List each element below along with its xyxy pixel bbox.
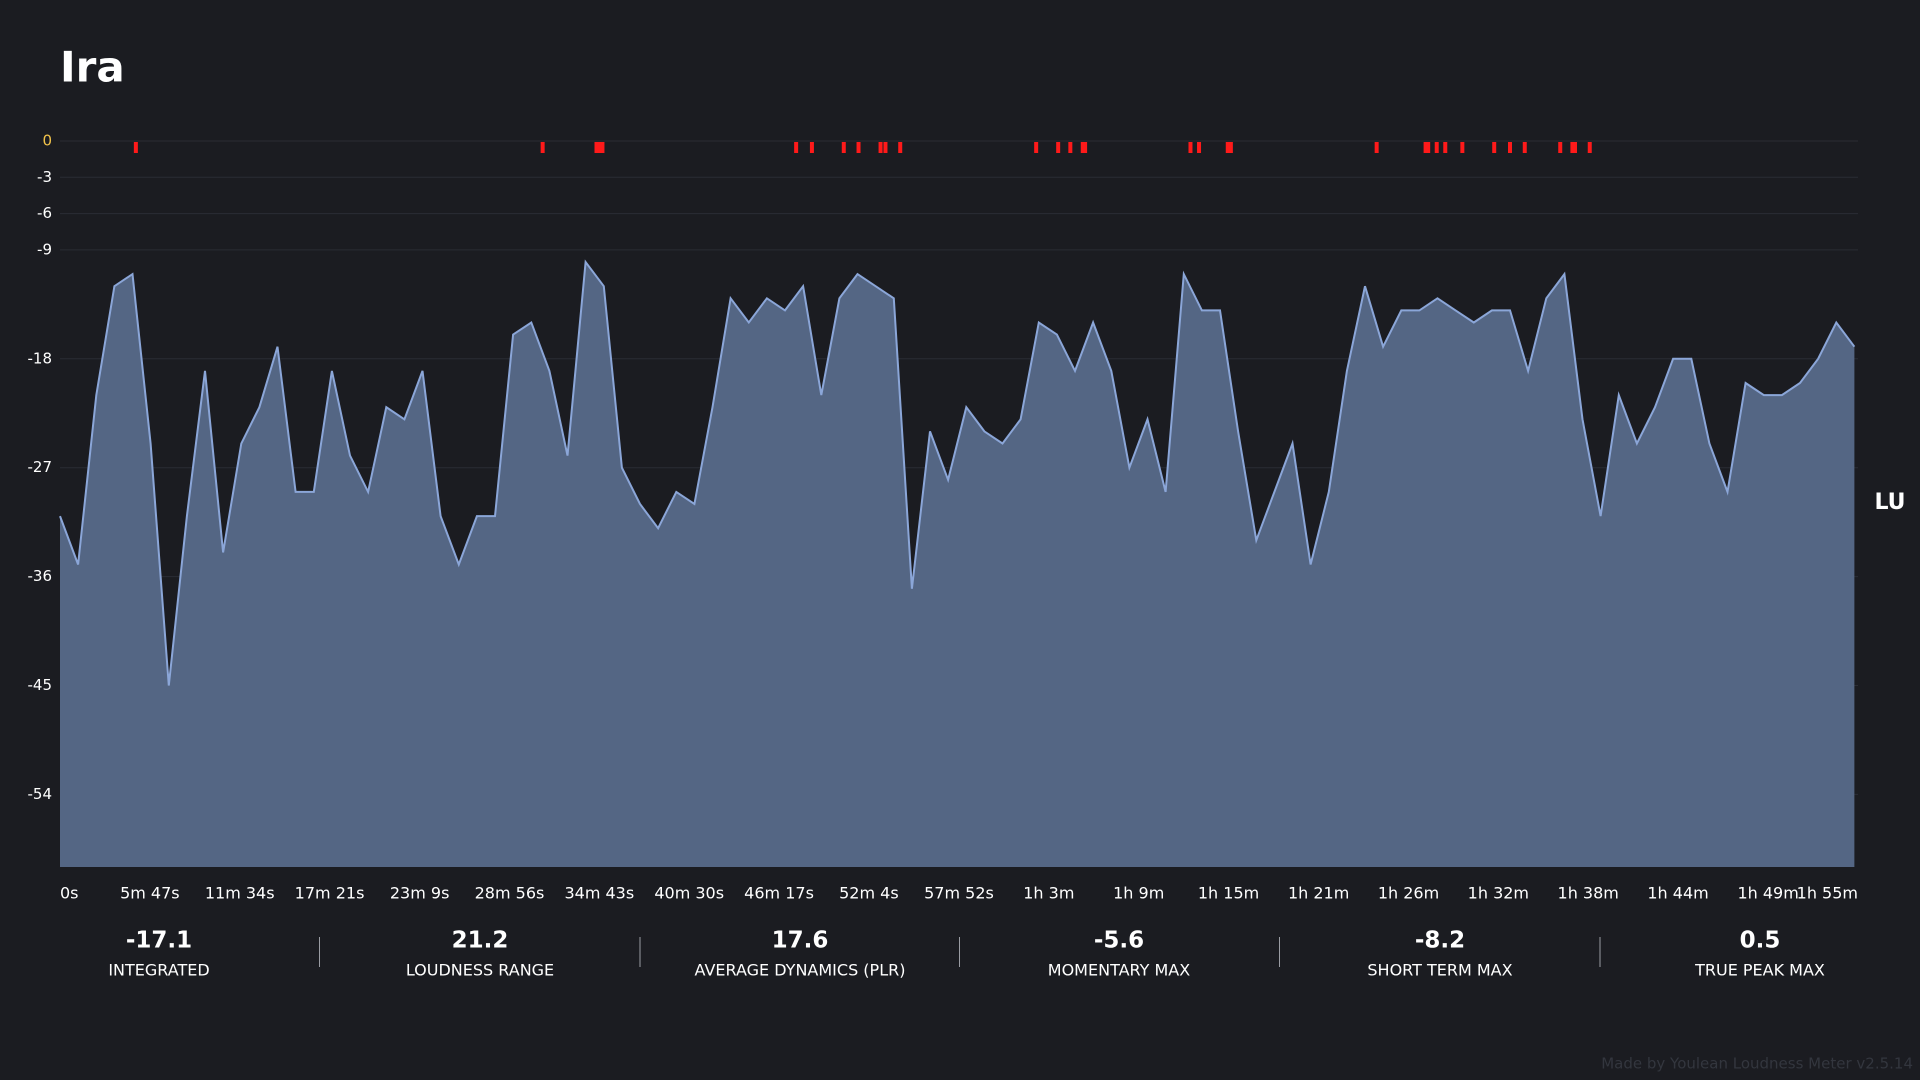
peak-marker [600, 142, 605, 153]
peak-marker [1570, 142, 1575, 153]
x-tick-label: 28m 56s [475, 884, 545, 903]
peak-marker [1056, 142, 1061, 153]
footer: Made by Youlean Loudness Meter v2.5.14 [1601, 1055, 1913, 1073]
stat-label: AVERAGE DYNAMICS (PLR) [695, 961, 906, 980]
y-tick-label: -45 [28, 676, 53, 694]
peak-marker [856, 142, 861, 153]
stat-value: 17.6 [772, 928, 829, 954]
peak-marker [594, 142, 599, 153]
x-tick-label: 40m 30s [654, 884, 724, 903]
area [60, 262, 1855, 867]
peak-marker [1434, 142, 1439, 153]
y-tick-label: 0 [42, 132, 52, 150]
peak-marker [794, 142, 799, 153]
x-tick-label: 1h 44m [1647, 884, 1708, 903]
peak-marker [883, 142, 888, 153]
stat-value: 0.5 [1740, 928, 1781, 954]
x-tick-label: 5m 47s [120, 884, 180, 903]
peak-marker [1443, 142, 1448, 153]
peak-marker [1083, 142, 1088, 153]
peak-marker [1558, 142, 1563, 153]
peak-marker [1374, 142, 1379, 153]
peak-marker [1228, 142, 1233, 153]
peak-marker [1492, 142, 1497, 153]
x-tick-label: 1h 55m [1797, 884, 1858, 903]
stat-label: MOMENTARY MAX [1048, 961, 1190, 980]
y-tick-label: -18 [28, 349, 53, 367]
stat-value: -5.6 [1094, 928, 1144, 954]
peak-marker [1068, 142, 1073, 153]
peak-marker [809, 142, 814, 153]
x-tick-label: 11m 34s [205, 884, 275, 903]
x-tick-label: 17m 21s [295, 884, 365, 903]
y-tick-label: -27 [28, 458, 53, 476]
x-tick-label: 1h 26m [1378, 884, 1439, 903]
x-tick-label: 1h 21m [1288, 884, 1349, 903]
stat-value: -8.2 [1415, 928, 1465, 954]
chart-title: Ira [60, 43, 125, 92]
y-unit: LU [1874, 490, 1905, 515]
y-tick-label: -9 [37, 240, 52, 258]
x-tick-label: 1h 15m [1198, 884, 1259, 903]
x-tick-label: 1h 38m [1558, 884, 1619, 903]
peak-marker [841, 142, 846, 153]
stat-label: TRUE PEAK MAX [1694, 961, 1825, 980]
x-tick-label: 1h 3m [1023, 884, 1074, 903]
peak-marker [598, 142, 603, 153]
peak-marker [878, 142, 883, 153]
peak-marker [1080, 142, 1085, 153]
x-tick-label: 57m 52s [924, 884, 994, 903]
peak-marker [1572, 142, 1577, 153]
peak-marker [1587, 142, 1592, 153]
stat-label: SHORT TERM MAX [1367, 961, 1512, 980]
x-tick-label: 0s [60, 884, 79, 903]
x-tick-label: 46m 17s [744, 884, 814, 903]
peak-marker [1034, 142, 1039, 153]
stat-label: INTEGRATED [108, 961, 209, 980]
peak-marker [1508, 142, 1512, 153]
peak-marker [898, 142, 903, 153]
y-tick-label: -36 [28, 567, 53, 585]
x-tick-label: 23m 9s [390, 884, 450, 903]
stat-label: LOUDNESS RANGE [406, 961, 554, 980]
y-tick-label: -3 [37, 168, 52, 186]
stat-value: -17.1 [126, 928, 192, 954]
y-tick-label: -54 [28, 785, 53, 803]
peak-marker [540, 142, 545, 153]
peak-marker [1188, 142, 1193, 153]
peak-marker [1423, 142, 1428, 153]
peak-marker [1522, 142, 1527, 153]
line [59, 259, 1856, 686]
peak-marker [133, 142, 138, 153]
peak-marker [1460, 142, 1465, 153]
x-tick-label: 1h 32m [1468, 884, 1529, 903]
peak-marker [1225, 142, 1230, 153]
peak-marker [1426, 142, 1431, 153]
peak-marker [1197, 142, 1202, 153]
stat-value: 21.2 [452, 928, 509, 954]
y-tick-label: -6 [37, 204, 52, 222]
x-tick-label: 52m 4s [839, 884, 899, 903]
x-tick-label: 34m 43s [564, 884, 634, 903]
x-tick-label: 1h 9m [1113, 884, 1164, 903]
x-tick-label: 1h 49m [1737, 884, 1798, 903]
